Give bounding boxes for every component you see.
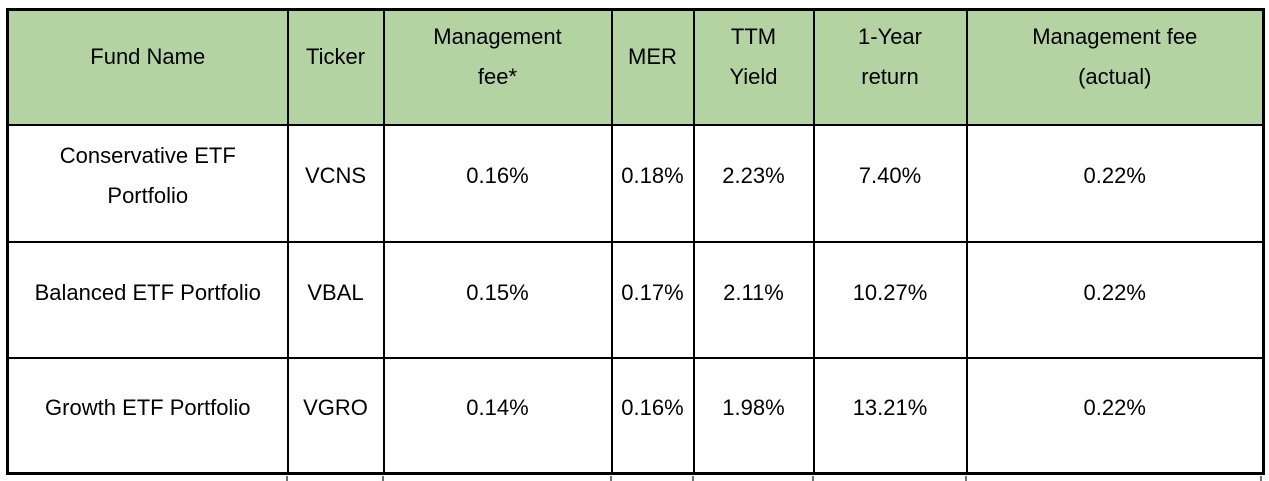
cell-management-fee: 0.16%	[382, 123, 613, 243]
table-row: Growth ETF Portfolio VGRO 0.14% 0.16% 1.…	[6, 356, 1265, 475]
cell-1-year-return: 7.40%	[812, 123, 968, 243]
cell-ttm-yield: 2.23%	[692, 123, 815, 243]
cell-fund-name: Growth ETF Portfolio	[6, 356, 289, 475]
cell-1-year-return: 10.27%	[812, 240, 968, 359]
gridline-stub	[1260, 476, 1262, 481]
cell-ticker: VBAL	[286, 240, 385, 359]
cell-management-fee: 0.14%	[382, 356, 613, 475]
cell-ttm-yield: 2.11%	[692, 240, 815, 359]
col-header-1-year-return: 1-Year return	[812, 8, 968, 126]
gridline-stub	[286, 476, 288, 481]
table-header-row: Fund Name Ticker Management fee* MER TTM…	[6, 8, 1265, 126]
gridline-stub	[692, 476, 694, 481]
cell-ticker: VGRO	[286, 356, 385, 475]
cell-mer: 0.18%	[610, 123, 695, 243]
cell-fund-name: Balanced ETF Portfolio	[6, 240, 289, 359]
gridline-stub	[610, 476, 612, 481]
cell-management-fee-actual: 0.22%	[965, 356, 1265, 475]
gridline-stub	[382, 476, 384, 481]
table-row: Balanced ETF Portfolio VBAL 0.15% 0.17% …	[6, 240, 1265, 359]
etf-fees-table: Fund Name Ticker Management fee* MER TTM…	[6, 8, 1265, 475]
cell-mer: 0.17%	[610, 240, 695, 359]
cell-management-fee-actual: 0.22%	[965, 123, 1265, 243]
cell-management-fee: 0.15%	[382, 240, 613, 359]
cell-fund-name: Conservative ETF Portfolio	[6, 123, 289, 243]
gridline-stub	[812, 476, 814, 481]
col-header-management-fee: Management fee*	[382, 8, 613, 126]
cell-ticker: VCNS	[286, 123, 385, 243]
gridline-stub	[965, 476, 967, 481]
col-header-fund-name: Fund Name	[6, 8, 289, 126]
cell-management-fee-actual: 0.22%	[965, 240, 1265, 359]
col-header-management-fee-actual: Management fee (actual)	[965, 8, 1265, 126]
col-header-ttm-yield: TTM Yield	[692, 8, 815, 126]
table-row: Conservative ETF Portfolio VCNS 0.16% 0.…	[6, 123, 1265, 243]
cell-mer: 0.16%	[610, 356, 695, 475]
cell-ttm-yield: 1.98%	[692, 356, 815, 475]
col-header-ticker: Ticker	[286, 8, 385, 126]
col-header-mer: MER	[610, 8, 695, 126]
cell-1-year-return: 13.21%	[812, 356, 968, 475]
